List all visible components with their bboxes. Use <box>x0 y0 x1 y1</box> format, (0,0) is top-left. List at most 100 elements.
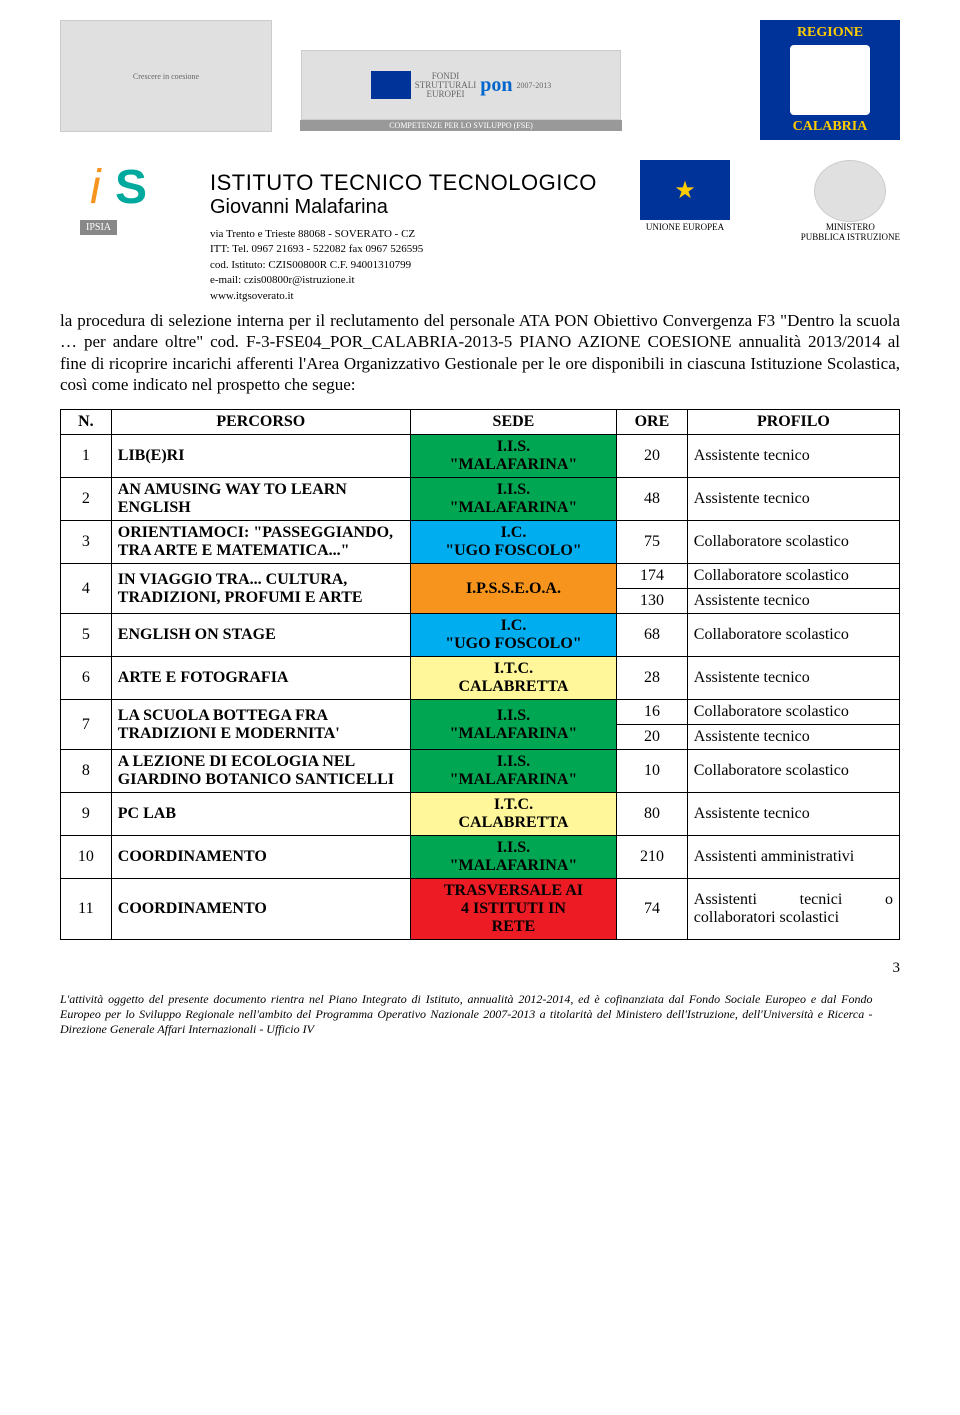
calabria-crest-icon <box>790 45 870 115</box>
th-profilo: PROFILO <box>687 410 899 435</box>
cell-profilo: Collaboratore scolastico <box>687 750 899 793</box>
cell-n: 9 <box>61 793 112 836</box>
cell-profilo: Assistente tecnico <box>687 478 899 521</box>
cell-profilo: Assistente tecnico <box>687 435 899 478</box>
table-row: 10COORDINAMENTOI.I.S."MALAFARINA"210Assi… <box>61 836 900 879</box>
pon-graphic: FONDI STRUTTURALI EUROPEI pon 2007-2013 <box>301 50 621 120</box>
cell-sede: I.T.C.CALABRETTA <box>410 793 616 836</box>
header-area: Crescere in coesione FONDI STRUTTURALI E… <box>60 20 900 300</box>
coesione-label: Crescere in coesione <box>133 72 199 81</box>
cell-profilo: Assistente tecnico <box>687 725 899 750</box>
cell-percorso: IN VIAGGIO TRA... CULTURA, TRADIZIONI, P… <box>111 564 410 614</box>
cell-percorso: PC LAB <box>111 793 410 836</box>
table-row: 2AN AMUSING WAY TO LEARN ENGLISHI.I.S."M… <box>61 478 900 521</box>
its-graphic: i S IPSIA <box>60 150 190 250</box>
eu-label: UNIONE EUROPEA <box>646 222 724 232</box>
table-row: 4IN VIAGGIO TRA... CULTURA, TRADIZIONI, … <box>61 564 900 589</box>
table-row: 9PC LABI.T.C.CALABRETTA80Assistente tecn… <box>61 793 900 836</box>
cell-sede: I.I.S."MALAFARINA" <box>410 478 616 521</box>
table-row: 8A LEZIONE DI ECOLOGIA NEL GIARDINO BOTA… <box>61 750 900 793</box>
th-percorso: PERCORSO <box>111 410 410 435</box>
ipsia-label: IPSIA <box>80 220 117 235</box>
table-body: 1LIB(E)RII.I.S."MALAFARINA"20Assistente … <box>61 435 900 940</box>
its-logo: i S IPSIA <box>60 150 190 250</box>
cell-ore: 80 <box>617 793 688 836</box>
coesione-logo: Crescere in coesione <box>60 20 272 132</box>
min-label2: PUBBLICA ISTRUZIONE <box>801 232 900 242</box>
cell-ore: 174 <box>617 564 688 589</box>
cell-percorso: ARTE E FOTOGRAFIA <box>111 657 410 700</box>
fondi-text: FONDI STRUTTURALI EUROPEI <box>415 72 477 99</box>
th-sede: SEDE <box>410 410 616 435</box>
courses-table: N. PERCORSO SEDE ORE PROFILO 1LIB(E)RII.… <box>60 409 900 940</box>
cell-ore: 48 <box>617 478 688 521</box>
cell-sede: I.I.S."MALAFARINA" <box>410 700 616 750</box>
cell-percorso: ENGLISH ON STAGE <box>111 614 410 657</box>
institute-title: ISTITUTO TECNICO TECNOLOGICO Giovanni Ma… <box>210 170 597 219</box>
institute-line2: Giovanni Malafarina <box>210 196 597 219</box>
cell-profilo: Assistenti tecnici o collaboratori scola… <box>687 879 899 940</box>
cell-n: 6 <box>61 657 112 700</box>
cell-profilo: Collaboratore scolastico <box>687 700 899 725</box>
inst-web: www.itgsoverato.it <box>210 289 597 304</box>
pon-logo: FONDI STRUTTURALI EUROPEI pon 2007-2013 … <box>300 50 622 131</box>
cell-n: 7 <box>61 700 112 750</box>
calabria-box: REGIONE CALABRIA <box>760 20 900 140</box>
cell-n: 1 <box>61 435 112 478</box>
footer-text: L'attività oggetto del presente document… <box>60 992 873 1037</box>
cell-ore: 68 <box>617 614 688 657</box>
cell-percorso: AN AMUSING WAY TO LEARN ENGLISH <box>111 478 410 521</box>
cell-sede: TRASVERSALE AI4 ISTITUTI INRETE <box>410 879 616 940</box>
table-row: 1LIB(E)RII.I.S."MALAFARINA"20Assistente … <box>61 435 900 478</box>
cell-n: 8 <box>61 750 112 793</box>
inst-tel: ITT: Tel. 0967 21693 - 522082 fax 0967 5… <box>210 242 597 257</box>
pon-text: pon <box>480 74 512 97</box>
cell-ore: 74 <box>617 879 688 940</box>
cell-n: 10 <box>61 836 112 879</box>
cell-n: 3 <box>61 521 112 564</box>
cell-sede: I.I.S."MALAFARINA" <box>410 836 616 879</box>
cell-profilo: Assistente tecnico <box>687 793 899 836</box>
regione-calabria-logo: REGIONE CALABRIA <box>760 20 900 140</box>
cell-sede: I.T.C.CALABRETTA <box>410 657 616 700</box>
cell-n: 11 <box>61 879 112 940</box>
ministero-emblem-icon <box>814 160 886 222</box>
cell-percorso: A LEZIONE DI ECOLOGIA NEL GIARDINO BOTAN… <box>111 750 410 793</box>
page: Crescere in coesione FONDI STRUTTURALI E… <box>0 0 960 1067</box>
cell-ore: 210 <box>617 836 688 879</box>
its-i: i <box>90 160 101 215</box>
cell-percorso: COORDINAMENTO <box>111 836 410 879</box>
table-row: 5ENGLISH ON STAGEI.C."UGO FOSCOLO"68Coll… <box>61 614 900 657</box>
eu-small-flag-icon <box>371 71 411 99</box>
its-s: S <box>115 160 147 215</box>
cell-ore: 10 <box>617 750 688 793</box>
cell-sede: I.I.S."MALAFARINA" <box>410 435 616 478</box>
cell-n: 4 <box>61 564 112 614</box>
cell-sede: I.C."UGO FOSCOLO" <box>410 521 616 564</box>
cell-sede: I.I.S."MALAFARINA" <box>410 750 616 793</box>
cell-profilo: Assistente tecnico <box>687 657 899 700</box>
cell-ore: 16 <box>617 700 688 725</box>
inst-addr: via Trento e Trieste 88068 - SOVERATO - … <box>210 227 597 242</box>
table-row: 11COORDINAMENTOTRASVERSALE AI4 ISTITUTI … <box>61 879 900 940</box>
cell-percorso: LIB(E)RI <box>111 435 410 478</box>
cell-n: 5 <box>61 614 112 657</box>
coesione-graphic: Crescere in coesione <box>60 20 272 132</box>
footer: L'attività oggetto del presente document… <box>60 960 900 1037</box>
table-row: 3ORIENTIAMOCI: "PASSEGGIANDO, TRA ARTE E… <box>61 521 900 564</box>
table-row: 6ARTE E FOTOGRAFIAI.T.C.CALABRETTA28Assi… <box>61 657 900 700</box>
eu-logo: ★ UNIONE EUROPEA <box>640 160 730 232</box>
th-ore: ORE <box>617 410 688 435</box>
regione-top-label: REGIONE <box>797 25 863 41</box>
cell-profilo: Assistente tecnico <box>687 589 899 614</box>
cell-profilo: Collaboratore scolastico <box>687 564 899 589</box>
table-header-row: N. PERCORSO SEDE ORE PROFILO <box>61 410 900 435</box>
cell-ore: 130 <box>617 589 688 614</box>
page-number: 3 <box>893 960 901 977</box>
cell-sede: I.C."UGO FOSCOLO" <box>410 614 616 657</box>
cell-ore: 20 <box>617 725 688 750</box>
institute-line1: ISTITUTO TECNICO TECNOLOGICO <box>210 170 597 196</box>
cell-percorso: COORDINAMENTO <box>111 879 410 940</box>
cell-sede: I.P.S.S.E.O.A. <box>410 564 616 614</box>
cell-ore: 75 <box>617 521 688 564</box>
